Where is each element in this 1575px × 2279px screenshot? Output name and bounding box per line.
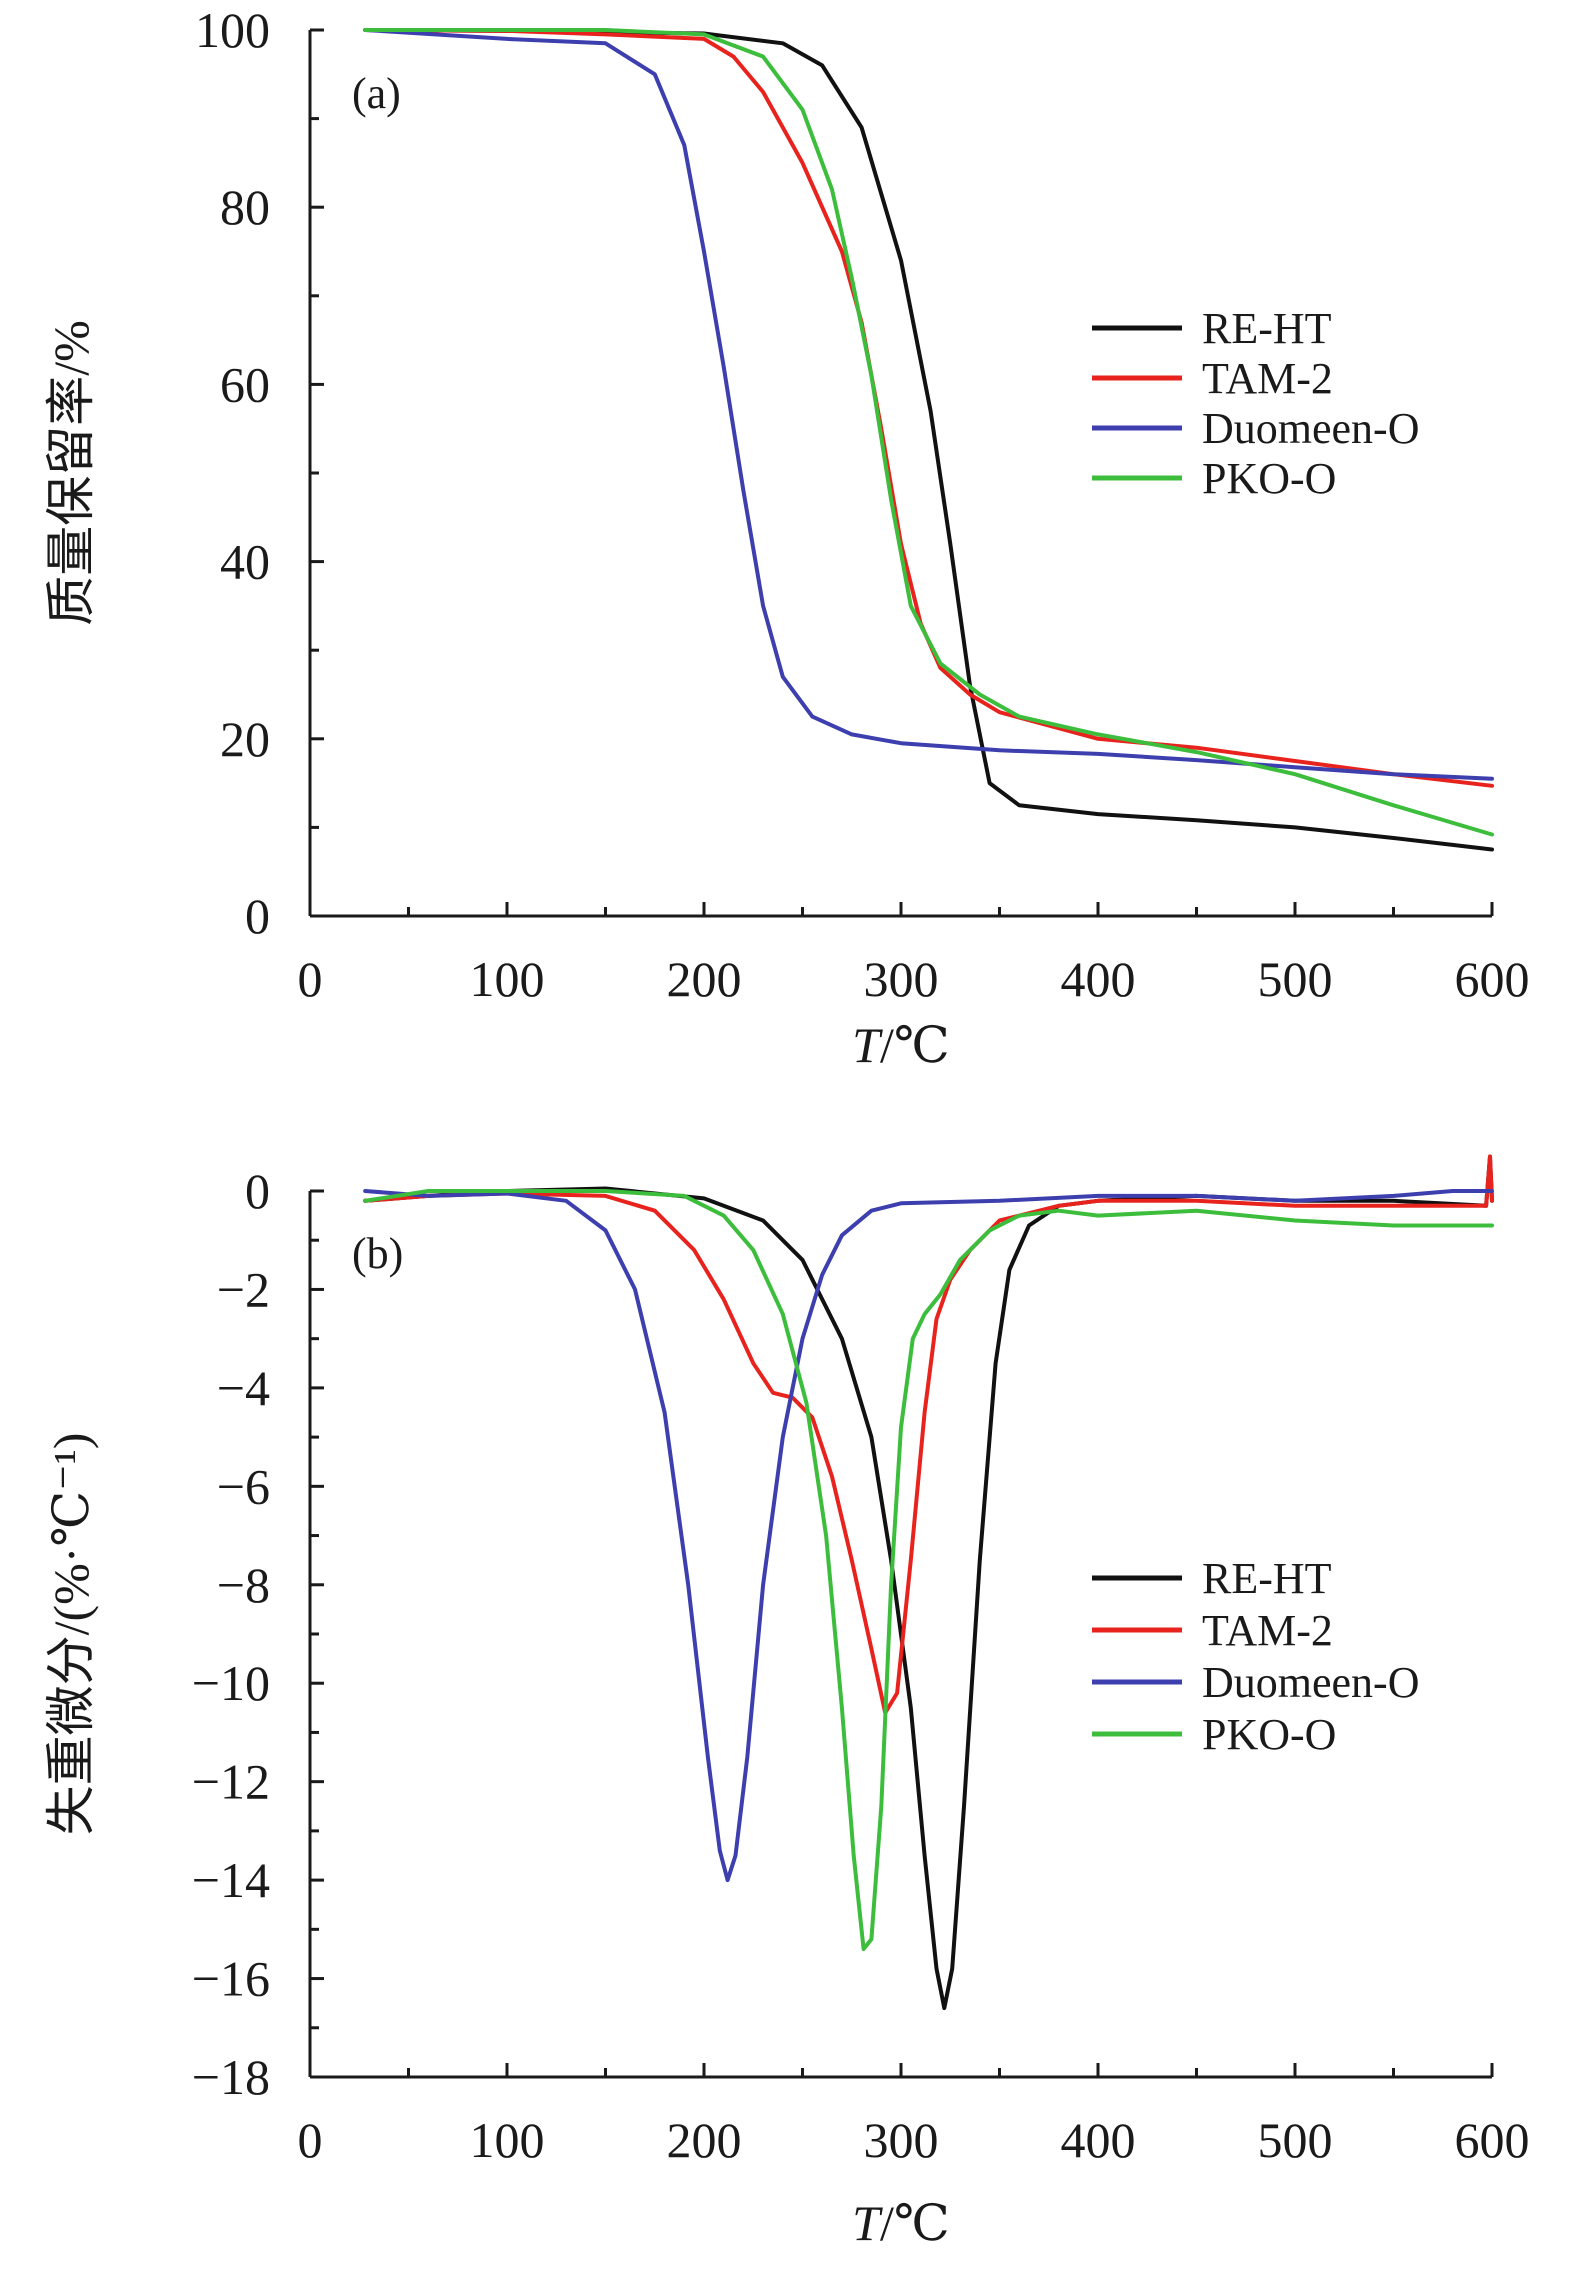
x-tick-label: 400 [1061,951,1136,1007]
y-tick-label: −14 [192,1852,270,1908]
y-tick-label: −6 [217,1458,270,1514]
x-axis-title: T/℃ [852,2195,950,2251]
y-tick-label: 80 [220,179,270,235]
legend-label-re-ht: RE-HT [1202,1554,1332,1603]
series-line-duomeen-o [363,28,1494,781]
x-tick-label: 200 [667,2112,742,2168]
y-tick-label: 20 [220,711,270,767]
legend-label-re-ht: RE-HT [1202,304,1332,353]
legend-label-tam-2: TAM-2 [1202,1606,1333,1655]
x-tick-label: 600 [1455,951,1530,1007]
legend-label-pko-o: PKO-O [1202,454,1336,503]
legend-label-pko-o: PKO-O [1202,1710,1336,1759]
x-tick-label: 0 [298,2112,323,2168]
panel-label: (a) [352,69,401,118]
x-axis-title-variable: T [852,1017,883,1073]
y-tick-label: 40 [220,534,270,590]
series-line-duomeen-o [363,1189,1494,1883]
x-tick-label: 300 [864,2112,939,2168]
y-tick-label: 60 [220,356,270,412]
legend-label-duomeen-o: Duomeen-O [1202,404,1420,453]
x-tick-label: 500 [1258,951,1333,1007]
x-axis-title-variable: T [852,2195,883,2251]
panel-label: (b) [352,1229,403,1278]
x-tick-label: 200 [667,951,742,1007]
series-line-pko-o [363,1189,1494,1951]
x-tick-label: 600 [1455,2112,1530,2168]
series-line-tam-2 [363,1154,1494,1715]
x-tick-label: 100 [470,2112,545,2168]
x-tick-label: 100 [470,951,545,1007]
x-tick-label: 400 [1061,2112,1136,2168]
y-axis-title: 失重微分/(%·℃⁻¹) [43,1433,99,1836]
y-tick-label: −10 [192,1655,270,1711]
x-tick-label: 500 [1258,2112,1333,2168]
y-tick-label: −18 [192,2049,270,2105]
y-tick-label: 0 [245,888,270,944]
series-line-tam-2 [363,28,1494,788]
y-tick-label: −2 [217,1261,270,1317]
legend-label-tam-2: TAM-2 [1202,354,1333,403]
x-tick-label: 300 [864,951,939,1007]
series-line-pko-o [363,28,1494,837]
legend-label-duomeen-o: Duomeen-O [1202,1658,1420,1707]
series-line-re-ht [363,28,1494,852]
y-tick-label: −4 [217,1360,270,1416]
y-tick-label: 0 [245,1163,270,1219]
y-tick-label: −16 [192,1951,270,2007]
chart-panel-a: 0 100 200 300 400 500 600 0 20 40 60 80 100 T/℃ 质量保留率/… [43,2,1530,1073]
y-tick-label: −8 [217,1557,270,1613]
y-tick-label: −12 [192,1754,270,1810]
chart-panel-b: 0 100 200 300 400 500 600 −18 −16 −14 −12 −10 −8 −6 −4… [43,1154,1530,2251]
x-axis-title-unit: /℃ [880,1017,950,1073]
y-tick-label: 100 [195,2,270,58]
y-axis-title: 质量保留率/% [43,320,99,626]
x-axis-title-unit: /℃ [880,2195,950,2251]
x-axis-title: T/℃ [852,1017,950,1073]
x-tick-label: 0 [298,951,323,1007]
